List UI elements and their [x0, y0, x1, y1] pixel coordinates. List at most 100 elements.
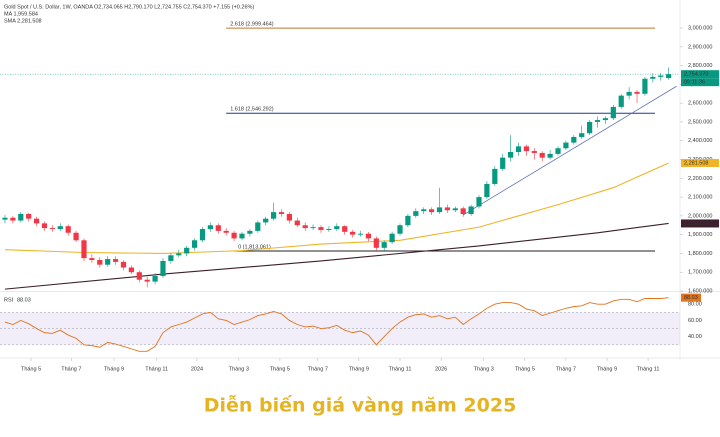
candle-body [484, 183, 490, 198]
candle-body [666, 74, 672, 78]
candle-body [492, 168, 498, 184]
price-tag-label: 2,754.370 [684, 72, 708, 78]
candle-body [460, 208, 466, 214]
candle-body [365, 233, 372, 239]
candle-body [515, 146, 522, 153]
countdown-box [681, 78, 719, 87]
candle-body [468, 206, 474, 214]
y-tick-label: 2,900.000 [688, 44, 712, 50]
candle-body [26, 213, 32, 219]
candle-body [33, 218, 40, 224]
candle-body [357, 233, 364, 235]
candle-body [508, 152, 514, 158]
y-tick-label: 3,000.000 [688, 25, 712, 31]
candle-body [278, 212, 285, 214]
x-tick-label: Tháng 5 [270, 366, 290, 372]
candle-body [144, 279, 150, 282]
candle-body [286, 213, 292, 221]
y-tick-label: 2,400.000 [688, 138, 712, 144]
candle-body [523, 146, 530, 152]
candle-body [10, 217, 16, 221]
price-tag [681, 158, 719, 167]
candle-body [41, 223, 48, 229]
candle-body [73, 232, 79, 241]
candle-body [421, 209, 427, 212]
candle-body [310, 227, 316, 229]
candle-body [81, 240, 87, 259]
candle-body [547, 153, 553, 158]
candle-body [191, 240, 198, 248]
x-tick-label: Tháng 5 [21, 366, 41, 372]
candle-body [2, 217, 8, 220]
candle-body [112, 259, 119, 262]
candle-body [436, 207, 443, 213]
candle-body [373, 238, 379, 248]
x-tick-label: Tháng 9 [597, 366, 617, 372]
rsi-tick-label: 60.00 [688, 318, 702, 324]
candle-body [381, 242, 387, 248]
rsi-tag-label: 88.03 [684, 295, 698, 301]
candle-body [294, 220, 300, 226]
x-tick-label: Tháng 3 [474, 366, 494, 372]
candle-body [555, 148, 561, 154]
candle-body [342, 226, 348, 232]
y-tick-label: 2,800.000 [688, 63, 712, 69]
candle-body [602, 118, 609, 121]
candle-body [326, 229, 332, 230]
candle-body [397, 225, 403, 234]
moving-average [4, 222, 669, 290]
x-tick-label: Tháng 11 [637, 366, 660, 372]
price-tag-label: 2,281.508 [684, 160, 708, 166]
chart-title: Diễn biến giá vàng năm 2025 [204, 393, 517, 417]
y-tick-label: 1,900.000 [688, 232, 712, 238]
candle-body [405, 215, 411, 226]
candle-body [350, 231, 356, 235]
candle-body [579, 133, 585, 137]
price-tag [681, 219, 719, 228]
x-tick-label: Tháng 9 [349, 366, 369, 372]
rsi-tick-label: 80.00 [688, 302, 702, 308]
candle-body [65, 226, 71, 233]
candle-body [239, 233, 245, 239]
candle-body [563, 142, 569, 149]
y-tick-label: 2,100.000 [688, 195, 712, 201]
candle-body [263, 218, 269, 223]
candle-body [255, 222, 261, 231]
candle-body [199, 229, 206, 241]
candle-body [634, 91, 640, 94]
x-tick-label: Tháng 11 [389, 366, 412, 372]
candle-body [215, 225, 221, 231]
candle-body [650, 76, 656, 79]
candle-body [658, 75, 664, 77]
rsi-value: 88.03 [17, 297, 31, 303]
candle-body [413, 211, 419, 216]
candle-body [176, 253, 182, 256]
candle-body [89, 258, 95, 261]
candle-body [476, 197, 482, 207]
x-tick-label: Tháng 7 [61, 366, 81, 372]
trend-line [463, 85, 677, 216]
x-tick-label: Tháng 7 [556, 366, 576, 372]
candle-body [136, 272, 142, 280]
candle-body [571, 136, 577, 143]
ohlc: O2,734.065 H2,790.170 L2,724.755 C2,754.… [94, 4, 254, 10]
candle-body [97, 260, 103, 265]
candle-body [500, 157, 506, 169]
indicator-ma: MA 1,959.584 [4, 11, 38, 17]
candle-body [168, 255, 174, 261]
candle-body [587, 121, 593, 134]
indicator-sma: SMA 2,281.508 [4, 18, 42, 24]
candle-body [626, 91, 632, 96]
x-tick-label: 2026 [435, 366, 447, 372]
y-tick-label: 2,200.000 [688, 176, 712, 182]
candle-body [334, 226, 340, 230]
candle-body [57, 226, 63, 230]
y-tick-label: 1,700.000 [688, 270, 712, 276]
price-tag-label: 1,959.584 [684, 221, 708, 227]
x-tick-label: Tháng 5 [515, 366, 535, 372]
x-tick-label: Tháng 11 [145, 366, 168, 372]
candle-body [18, 213, 24, 221]
fib-label: 2.618 (2,999.464) [230, 22, 274, 28]
candle-body [120, 261, 127, 268]
